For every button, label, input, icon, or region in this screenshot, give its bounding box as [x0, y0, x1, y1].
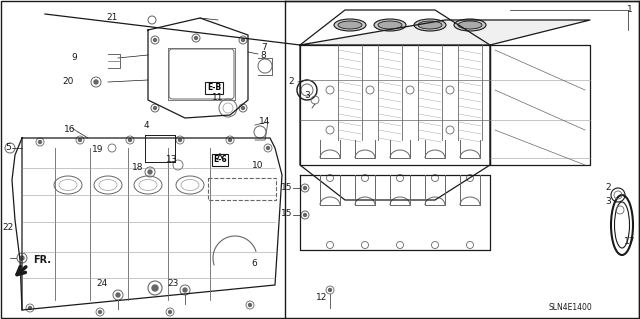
Text: 2: 2 [288, 78, 294, 86]
Circle shape [20, 256, 24, 260]
Circle shape [303, 187, 307, 189]
Text: 4: 4 [143, 122, 149, 130]
Circle shape [241, 39, 244, 41]
Text: 5: 5 [5, 144, 11, 152]
Polygon shape [300, 20, 590, 45]
Ellipse shape [418, 21, 442, 29]
Text: E-B: E-B [207, 84, 221, 93]
Text: 19: 19 [92, 145, 104, 154]
Ellipse shape [334, 19, 366, 31]
Text: 7: 7 [261, 43, 267, 53]
Circle shape [154, 107, 157, 109]
Text: 16: 16 [64, 125, 76, 135]
Bar [208, 178, 276, 200]
Circle shape [154, 39, 157, 41]
Ellipse shape [414, 19, 446, 31]
Ellipse shape [338, 21, 362, 29]
Text: 3: 3 [304, 92, 310, 100]
Circle shape [99, 310, 102, 314]
Ellipse shape [458, 21, 482, 29]
Text: 17: 17 [624, 238, 636, 247]
Circle shape [179, 138, 182, 142]
Circle shape [94, 80, 98, 84]
Circle shape [248, 303, 252, 307]
Text: 13: 13 [166, 155, 178, 165]
Circle shape [168, 310, 172, 314]
Text: 22: 22 [3, 224, 13, 233]
Ellipse shape [378, 21, 402, 29]
Text: 9: 9 [71, 53, 77, 62]
Text: 2: 2 [605, 183, 611, 192]
Text: 15: 15 [281, 183, 292, 192]
Text: 3: 3 [605, 197, 611, 206]
Text: 11: 11 [212, 93, 224, 102]
Text: 24: 24 [97, 279, 108, 288]
Circle shape [148, 170, 152, 174]
Text: 14: 14 [259, 117, 271, 127]
Text: 12: 12 [316, 293, 328, 301]
Circle shape [303, 213, 307, 217]
Text: E-6: E-6 [213, 155, 227, 165]
Text: 1: 1 [627, 5, 633, 14]
Circle shape [79, 138, 81, 142]
Circle shape [228, 138, 232, 142]
Text: SLN4E1400: SLN4E1400 [548, 303, 592, 313]
Text: 18: 18 [132, 164, 144, 173]
Circle shape [195, 36, 198, 40]
Circle shape [116, 293, 120, 297]
Circle shape [29, 307, 31, 309]
Circle shape [38, 140, 42, 144]
Circle shape [241, 107, 244, 109]
Circle shape [152, 285, 158, 291]
Text: 23: 23 [167, 279, 179, 288]
Text: 8: 8 [260, 50, 266, 60]
Circle shape [328, 288, 332, 292]
Text: 20: 20 [62, 78, 74, 86]
Circle shape [183, 288, 187, 292]
Text: 6: 6 [251, 259, 257, 269]
Ellipse shape [374, 19, 406, 31]
Circle shape [266, 146, 269, 150]
Text: 15: 15 [281, 210, 292, 219]
Text: 10: 10 [252, 160, 264, 169]
Text: FR.: FR. [33, 255, 51, 265]
Ellipse shape [454, 19, 486, 31]
Circle shape [129, 138, 131, 142]
Text: 21: 21 [106, 12, 118, 21]
